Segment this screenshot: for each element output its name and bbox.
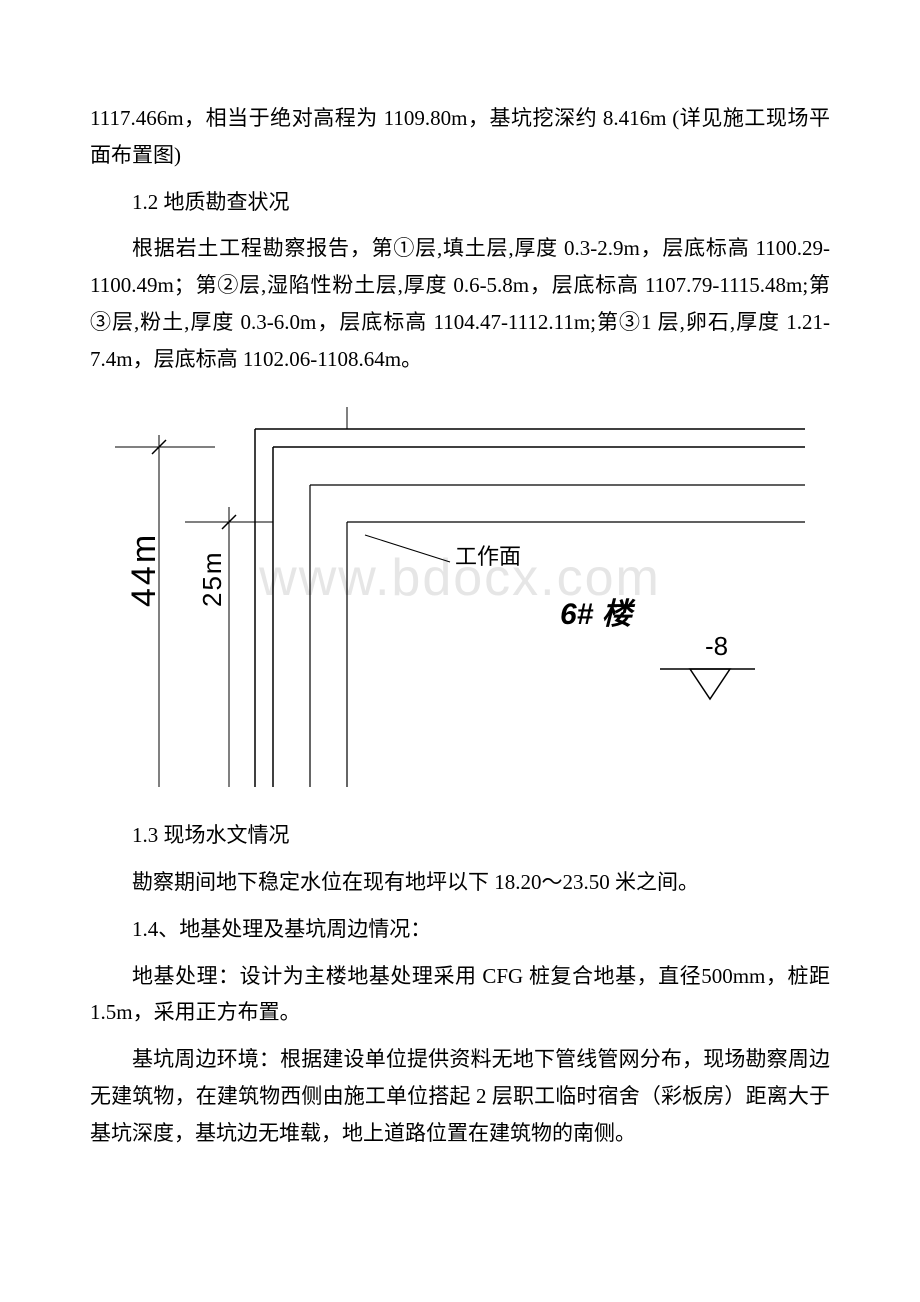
dimension-44m: 44m — [125, 532, 164, 607]
label-elevation-neg8: -8 — [705, 631, 728, 662]
dimension-25m: 25m — [197, 551, 228, 608]
label-work-face: 工作面 — [455, 539, 521, 571]
section-heading-1-4: 1.4、地基处理及基坑周边情况： — [90, 911, 830, 948]
section-heading-1-2: 1.2 地质勘查状况 — [90, 184, 830, 221]
document-page: 1117.466m，相当于绝对高程为 1109.80m，基坑挖深约 8.416m… — [0, 0, 920, 1221]
label-building-6: 6# 楼 — [560, 589, 632, 633]
paragraph-foundation-treatment: 地基处理：设计为主楼地基处理采用 CFG 桩复合地基，直径500mm，桩距 1.… — [90, 958, 830, 1032]
paragraph-pit-surroundings: 基坑周边环境：根据建设单位提供资料无地下管线管网分布，现场勘察周边无建筑物，在建… — [90, 1041, 830, 1151]
foundation-pit-diagram: www.bdocx.com — [115, 407, 805, 787]
paragraph-hydrology: 勘察期间地下稳定水位在现有地坪以下 18.20～23.50 米之间。 — [90, 864, 830, 901]
diagram-container: www.bdocx.com — [90, 407, 830, 787]
paragraph-geology: 根据岩土工程勘察报告，第①层,填土层,厚度 0.3-2.9m，层底标高 1100… — [90, 230, 830, 377]
section-heading-1-3: 1.3 现场水文情况 — [90, 817, 830, 854]
paragraph-continuation: 1117.466m，相当于绝对高程为 1109.80m，基坑挖深约 8.416m… — [90, 100, 830, 174]
